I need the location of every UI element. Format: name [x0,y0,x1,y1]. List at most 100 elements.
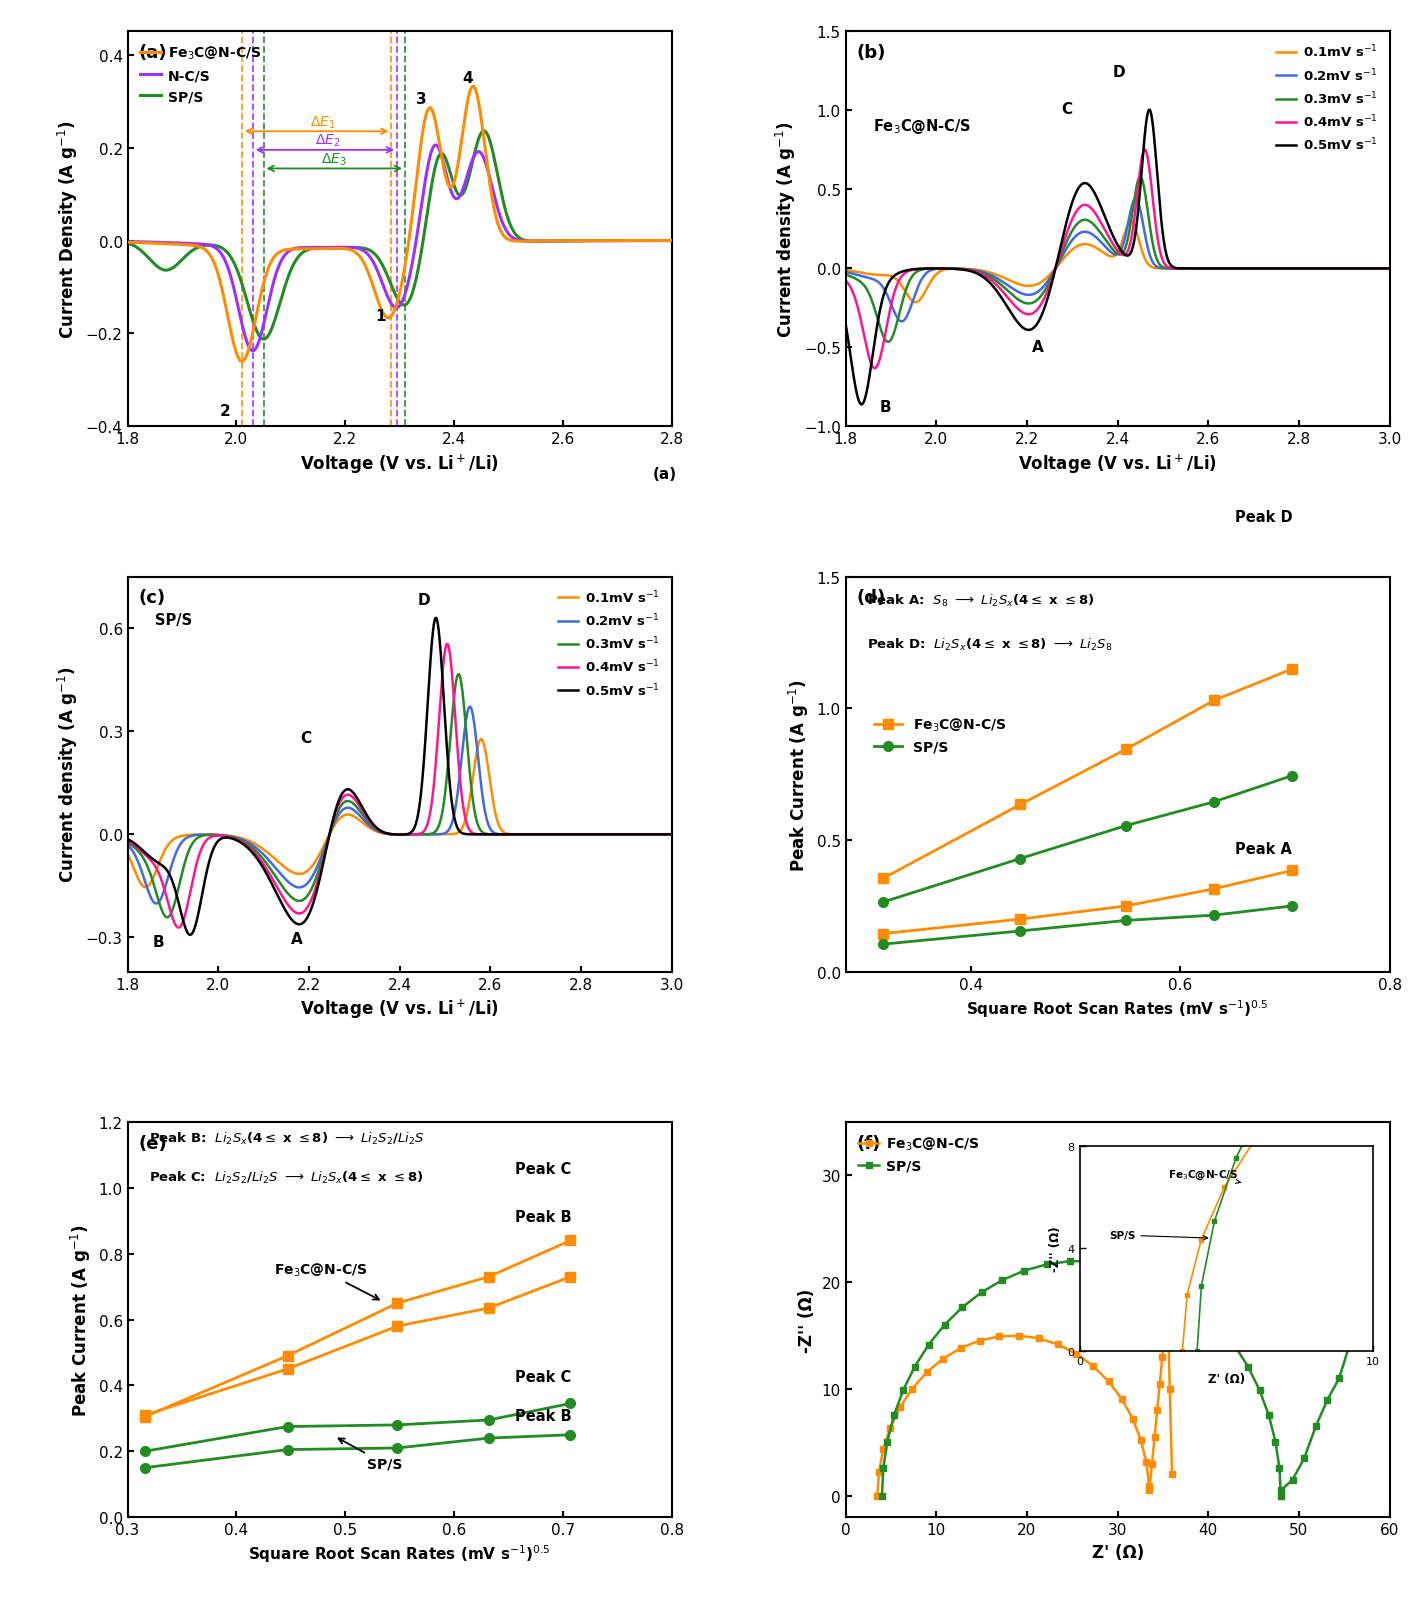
0.1mV s$^{-1}$ [837,261,854,281]
0.3mV s$^{-1}$ [594,825,611,844]
0.5mV s$^{-1}$ [854,395,871,415]
SP/S [994,1270,1011,1290]
0.3mV s$^{-1}$ [899,276,916,295]
N-C/S [214,245,231,265]
Text: Peak B: Peak B [515,1409,571,1424]
SP/S [906,1357,923,1377]
N-C/S [352,240,369,260]
SP/S [352,239,369,258]
SP/S [1130,1261,1147,1280]
0.2mV s$^{-1}$ [214,826,231,846]
0.3mV s$^{-1}$ [352,802,369,822]
Fe$_3$C@N-C/S [1141,1480,1159,1499]
Fe$_3$C@N-C/S [234,352,251,371]
0.4mV s$^{-1}$ [214,826,231,846]
SP/S [885,1406,902,1425]
Text: 3: 3 [415,92,427,107]
N-C/S [244,342,261,362]
0.5mV s$^{-1}$ [352,794,369,813]
0.1mV s$^{-1}$ [1381,260,1398,279]
0.1mV s$^{-1}$ [138,878,155,897]
Text: B: B [879,399,892,415]
Line: 0.2mV s$^{-1}$: 0.2mV s$^{-1}$ [128,707,672,904]
0.4mV s$^{-1}$ [1046,263,1064,282]
Fe$_3$C@N-C/S [664,232,681,252]
0.5mV s$^{-1}$ [328,799,345,818]
Text: (a): (a) [139,44,167,61]
Legend: Fe$_3$C@N-C/S, SP/S: Fe$_3$C@N-C/S, SP/S [869,710,1012,760]
SP/S [119,234,136,253]
Line: 0.3mV s$^{-1}$: 0.3mV s$^{-1}$ [845,178,1390,342]
Legend: Fe$_3$C@N-C/S, N-C/S, SP/S: Fe$_3$C@N-C/S, N-C/S, SP/S [135,39,267,110]
0.3mV s$^{-1}$ [664,825,681,844]
Line: N-C/S: N-C/S [128,145,672,352]
Fe$_3$C@N-C/S [869,1486,886,1506]
X-axis label: Square Root Scan Rates (mV s$^{-1}$)$^{0.5}$: Square Root Scan Rates (mV s$^{-1}$)$^{0… [248,1543,550,1564]
Text: B: B [153,935,164,949]
0.4mV s$^{-1}$ [328,802,345,822]
Fe$_3$C@N-C/S [919,1362,936,1382]
0.1mV s$^{-1}$ [652,825,669,844]
Fe$_3$C@N-C/S [1164,1466,1181,1485]
SP/S [1239,1357,1256,1377]
0.2mV s$^{-1}$ [1046,261,1064,281]
0.3mV s$^{-1}$ [119,833,136,852]
Y-axis label: Current Density (A g$^{-1}$): Current Density (A g$^{-1}$) [57,121,81,339]
0.5mV s$^{-1}$ [427,608,444,628]
Line: 0.5mV s$^{-1}$: 0.5mV s$^{-1}$ [845,110,1390,405]
Y-axis label: Current density (A g$^{-1}$): Current density (A g$^{-1}$) [774,121,798,337]
0.1mV s$^{-1}$ [899,286,916,305]
Line: SP/S: SP/S [128,132,672,341]
Text: Peak A:  $S_8$ $\longrightarrow$ $Li_2S_x$(4$\leq$ x $\leq$8): Peak A: $S_8$ $\longrightarrow$ $Li_2S_x… [868,592,1095,608]
Fe$_3$C@N-C/S [1085,1357,1102,1377]
Fe$_3$C@N-C/S [1049,1335,1066,1354]
Line: 0.3mV s$^{-1}$: 0.3mV s$^{-1}$ [128,675,672,918]
SP/S [920,1335,937,1354]
0.1mV s$^{-1}$ [472,730,489,749]
0.4mV s$^{-1}$ [119,831,136,851]
N-C/S [652,232,669,252]
Text: Peak C:  $Li_2S_2$/$Li_2S$ $\longrightarrow$ $Li_2S_x$(4$\leq$ x $\leq$8): Peak C: $Li_2S_2$/$Li_2S$ $\longrightarr… [149,1170,424,1186]
0.1mV s$^{-1}$ [182,826,199,846]
0.4mV s$^{-1}$ [837,271,854,291]
0.3mV s$^{-1}$ [1069,215,1086,234]
Text: $\Delta E_1$: $\Delta E_1$ [311,115,336,131]
SP/S [936,1315,953,1335]
0.3mV s$^{-1}$ [182,839,199,859]
SP/S [1251,1380,1268,1399]
Text: (e): (e) [139,1135,167,1152]
0.2mV s$^{-1}$ [461,697,478,717]
Text: Fe$_3$C@N-C/S: Fe$_3$C@N-C/S [275,1261,379,1299]
Fe$_3$C@N-C/S [214,279,231,299]
Fe$_3$C@N-C/S [875,1440,892,1459]
Fe$_3$C@N-C/S [1140,1477,1157,1496]
0.1mV s$^{-1}$ [1371,260,1388,279]
N-C/S [594,232,611,252]
0.3mV s$^{-1}$ [652,825,669,844]
0.2mV s$^{-1}$ [1381,260,1398,279]
0.5mV s$^{-1}$ [837,315,854,334]
Y-axis label: Peak Current (A g$^{-1}$): Peak Current (A g$^{-1}$) [69,1223,94,1415]
0.1mV s$^{-1}$ [594,825,611,844]
0.1mV s$^{-1}$ [932,263,949,282]
Text: Peak D:  $Li_2S_x$(4$\leq$ x $\leq$8) $\longrightarrow$ $Li_2S_8$: Peak D: $Li_2S_x$(4$\leq$ x $\leq$8) $\l… [868,636,1113,652]
SP/S [1271,1459,1288,1478]
Fe$_3$C@N-C/S [1068,1344,1085,1364]
0.5mV s$^{-1}$ [214,830,231,849]
Line: 0.4mV s$^{-1}$: 0.4mV s$^{-1}$ [128,644,672,928]
Legend: 0.1mV s$^{-1}$, 0.2mV s$^{-1}$, 0.3mV s$^{-1}$, 0.4mV s$^{-1}$, 0.5mV s$^{-1}$: 0.1mV s$^{-1}$, 0.2mV s$^{-1}$, 0.3mV s$… [553,584,665,704]
SP/S [1319,1390,1336,1409]
0.5mV s$^{-1}$ [932,260,949,279]
0.3mV s$^{-1}$ [1371,260,1388,279]
0.4mV s$^{-1}$ [1371,260,1388,279]
Text: Peak B:  $Li_2S_x$(4$\leq$ x $\leq$8) $\longrightarrow$ $Li_2S_2$/$Li_2S$: Peak B: $Li_2S_x$(4$\leq$ x $\leq$8) $\l… [149,1130,425,1146]
0.1mV s$^{-1}$ [119,844,136,863]
0.5mV s$^{-1}$ [1312,260,1329,279]
0.4mV s$^{-1}$ [664,825,681,844]
0.1mV s$^{-1}$ [1046,261,1064,281]
Line: 0.5mV s$^{-1}$: 0.5mV s$^{-1}$ [128,618,672,935]
Fe$_3$C@N-C/S [1031,1328,1048,1348]
0.5mV s$^{-1}$ [652,825,669,844]
SP/S [1107,1254,1124,1273]
SP/S [594,232,611,252]
